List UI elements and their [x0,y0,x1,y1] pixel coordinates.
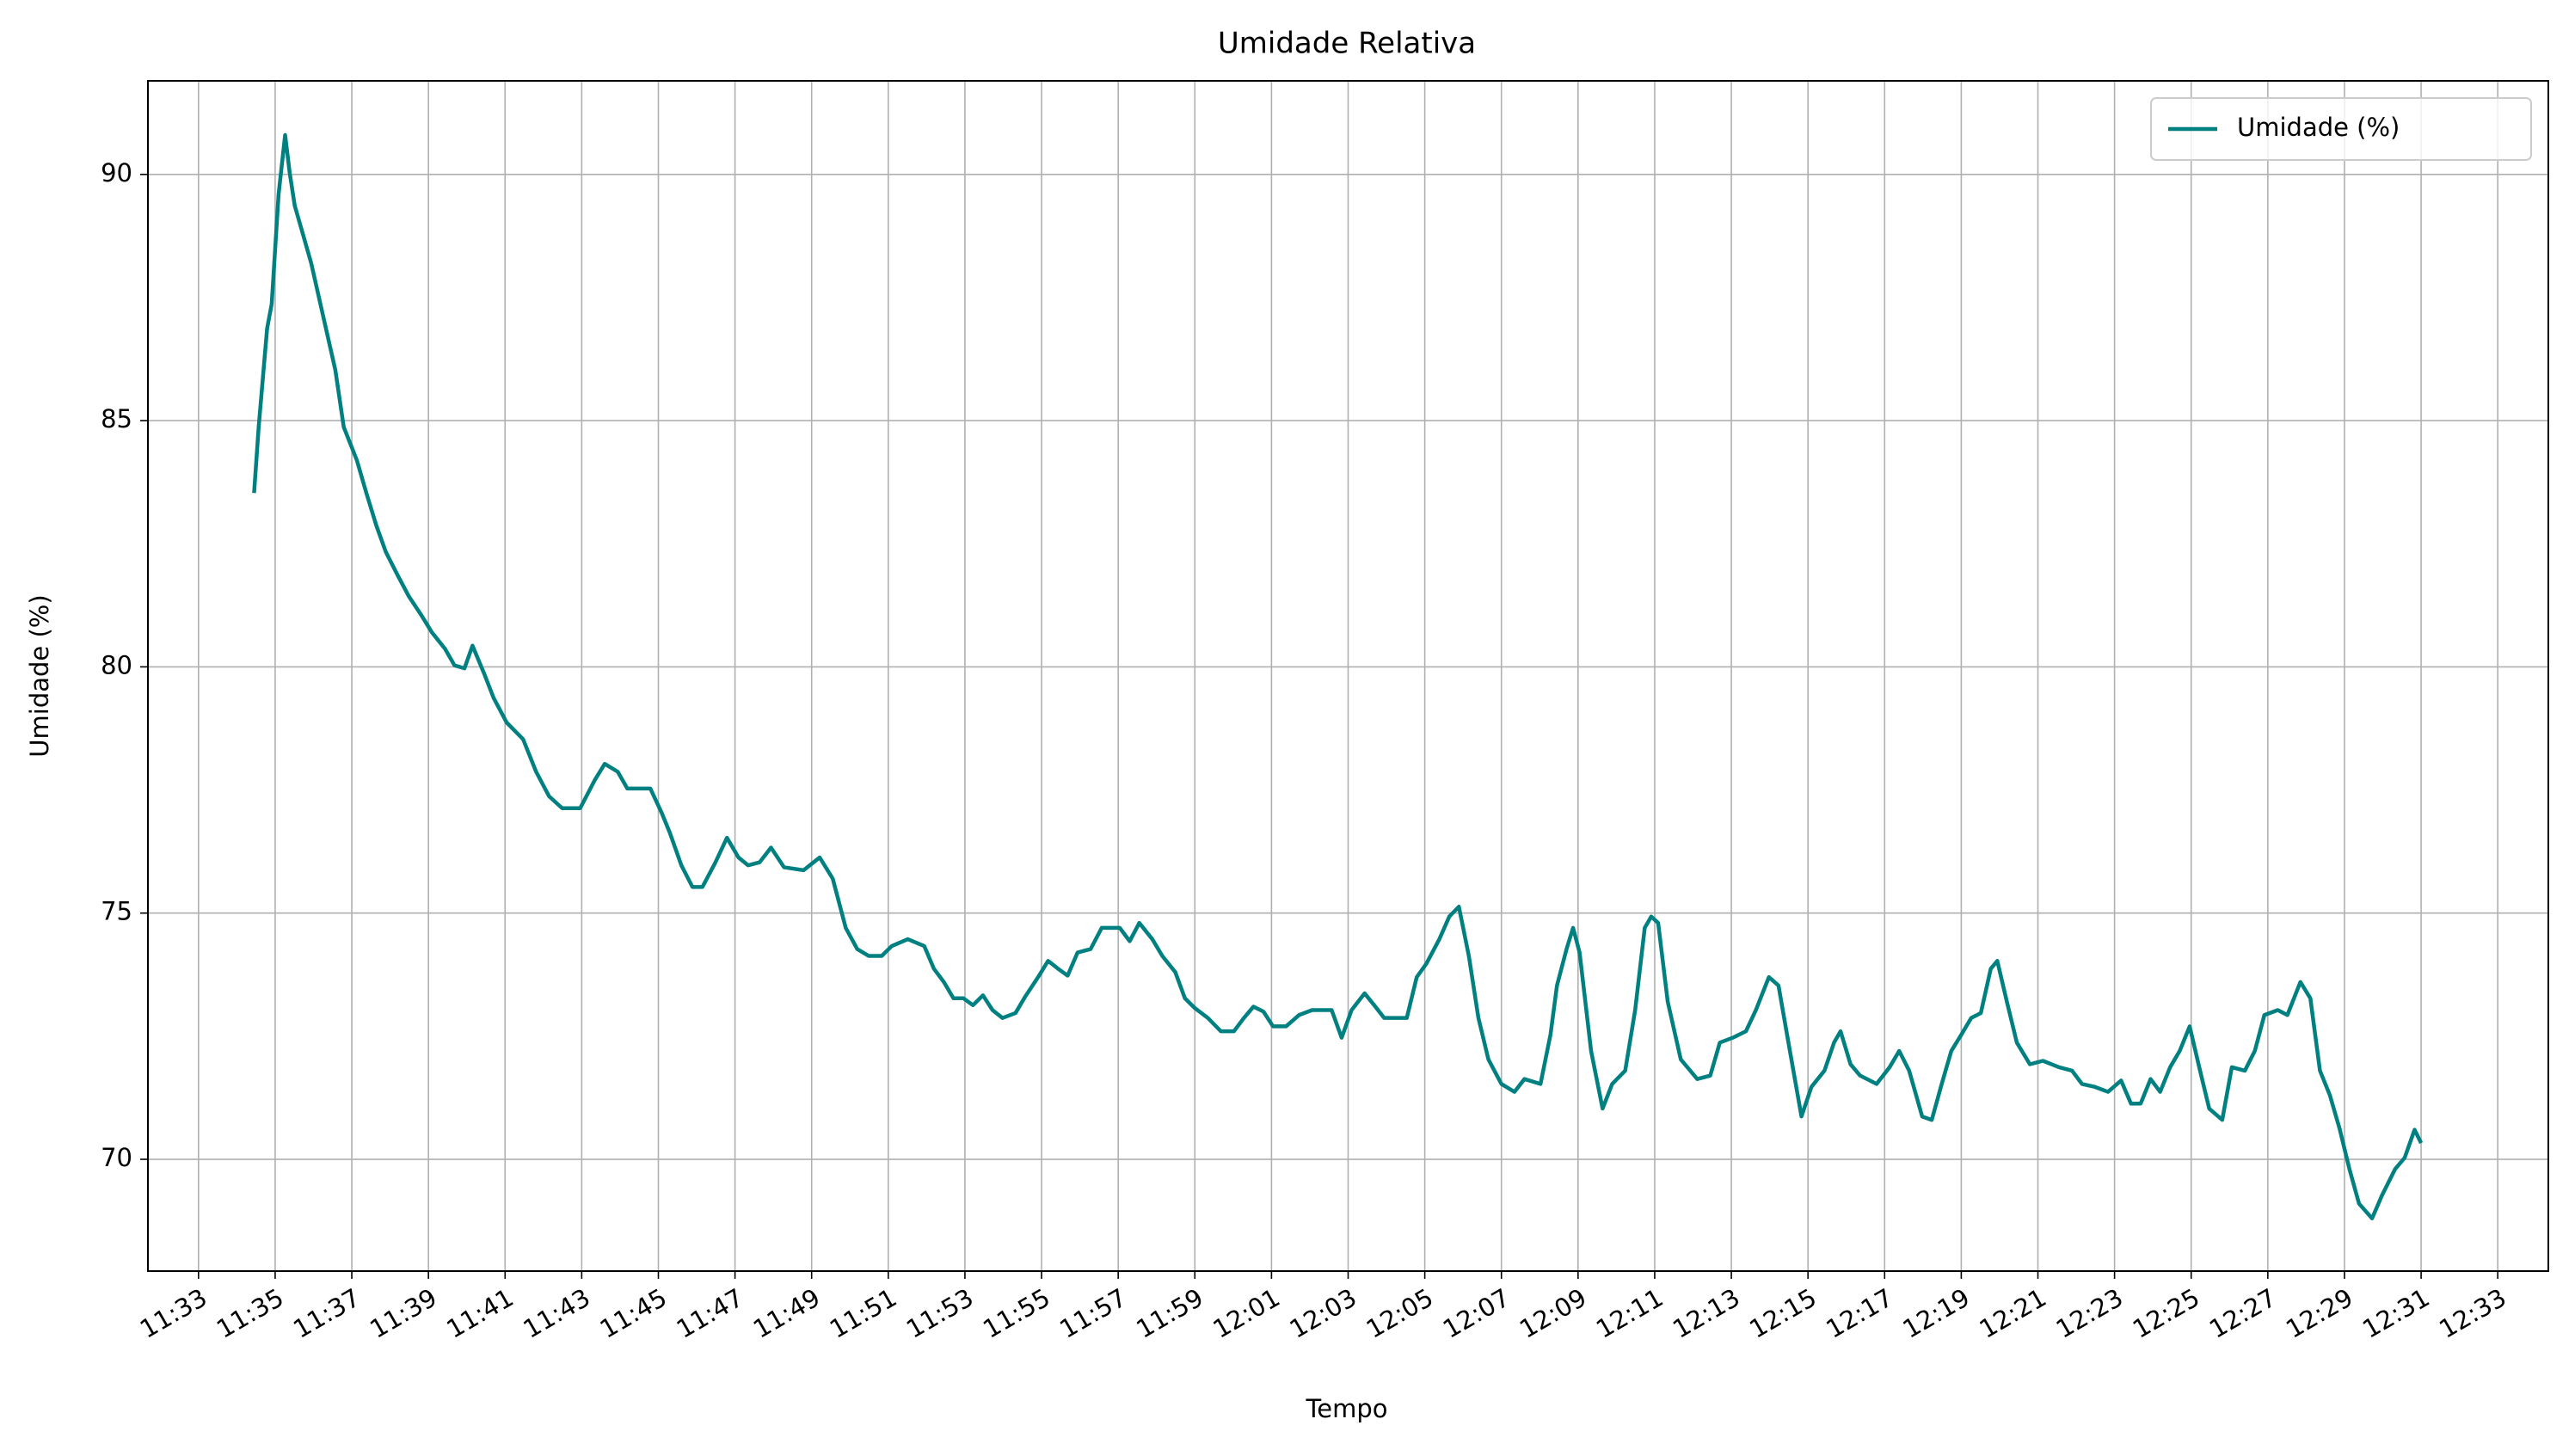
plot-frame [147,80,2549,1272]
x-axis-label: Tempo [1305,1394,1387,1423]
y-tick-label: 90 [101,158,132,187]
chart-title: Umidade Relativa [1218,27,1476,61]
y-axis-label: Umidade (%) [25,594,54,757]
legend-box [2150,97,2532,161]
line [252,132,2424,1220]
y-tick-label: 75 [101,897,132,926]
y-tick-label: 70 [101,1143,132,1172]
y-tick-label: 85 [101,404,132,433]
y-tick-label: 80 [101,650,132,679]
legend-label: Umidade (%) [2237,113,2400,142]
